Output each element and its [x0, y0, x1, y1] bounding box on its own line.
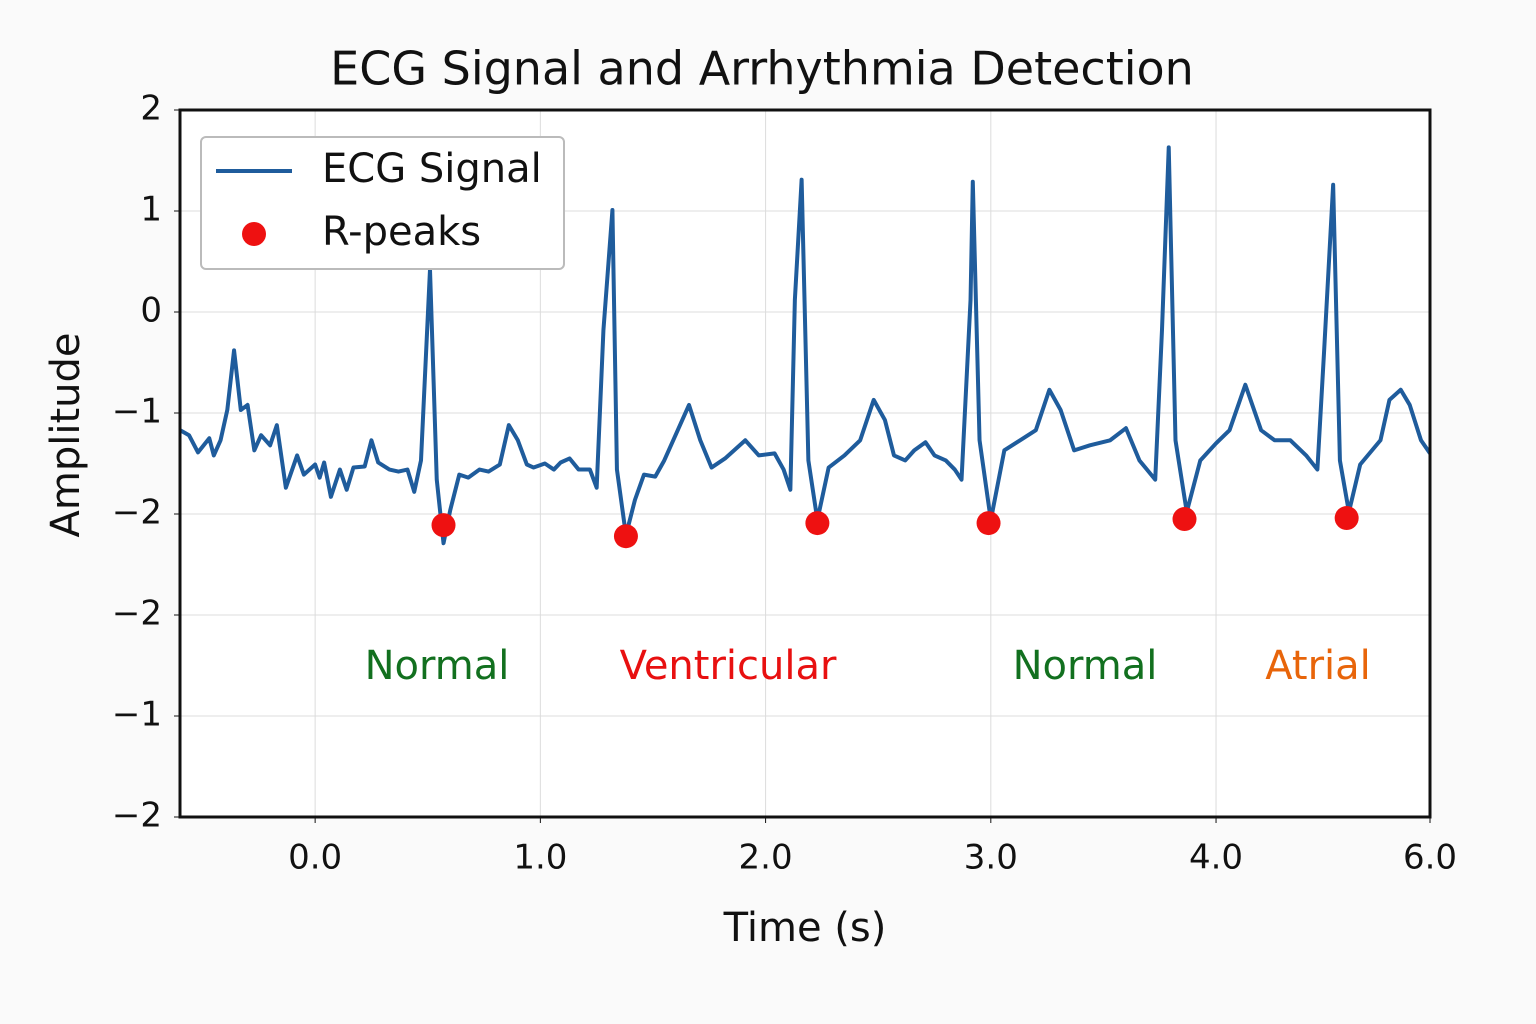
- x-tick-label: 3.0: [964, 838, 1018, 878]
- legend-marker: [242, 222, 266, 246]
- x-tick-label: 4.0: [1189, 838, 1243, 878]
- r-peak: [431, 513, 456, 538]
- r-peak: [613, 524, 638, 549]
- legend-label: ECG Signal: [322, 146, 542, 192]
- y-tick-label: −1: [112, 695, 162, 735]
- x-axis-label: Time (s): [723, 905, 887, 951]
- chart-title: ECG Signal and Arrhythmia Detection: [330, 42, 1194, 96]
- x-tick-label: 0.0: [288, 838, 342, 878]
- r-peak: [805, 511, 830, 536]
- r-peak: [976, 511, 1001, 536]
- plot-frame: [178, 108, 1432, 819]
- r-peak: [1334, 506, 1359, 531]
- r-peak: [1172, 507, 1197, 532]
- y-axis-label: Amplitude: [43, 333, 89, 538]
- ecg-line: [179, 145, 1432, 546]
- x-tick-label: 2.0: [739, 838, 793, 878]
- y-tick-label: 1: [140, 190, 162, 230]
- annotation: Atrial: [1265, 643, 1371, 689]
- y-tick-label: −2: [112, 796, 162, 836]
- annotation: Ventricular: [620, 643, 837, 689]
- legend-label: R-peaks: [322, 209, 481, 255]
- y-tick-label: 0: [140, 291, 162, 331]
- x-tick-label: 1.0: [513, 838, 567, 878]
- y-tick-label: −2: [112, 594, 162, 634]
- y-tick-label: −1: [112, 392, 162, 432]
- annotation: Normal: [1013, 643, 1158, 689]
- annotation: Normal: [365, 643, 510, 689]
- y-tick-label: 2: [140, 89, 162, 129]
- y-tick-label: −2: [112, 493, 162, 533]
- x-tick-label: 6.0: [1403, 838, 1457, 878]
